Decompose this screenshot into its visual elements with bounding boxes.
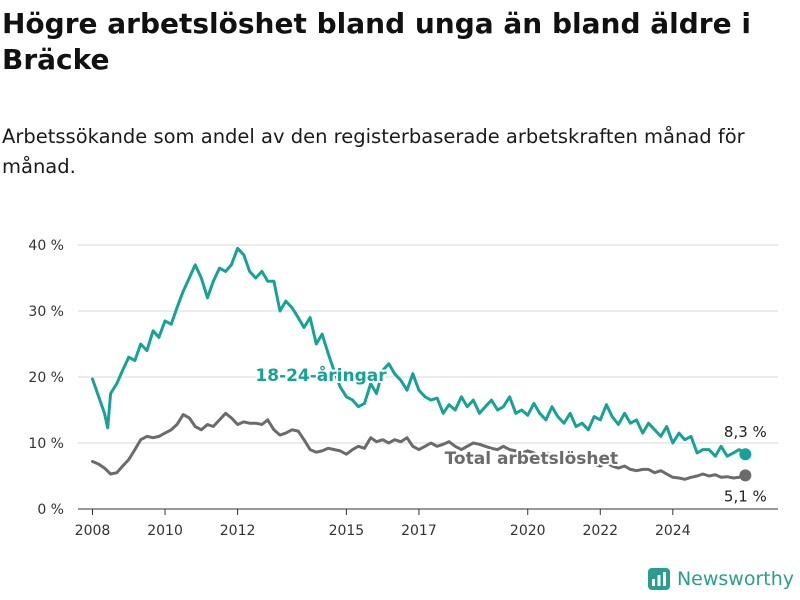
newsworthy-brand: Newsworthy <box>647 568 794 590</box>
chart-title: Högre arbetslöshet bland unga än bland ä… <box>2 7 751 76</box>
x-tick-label: 2008 <box>75 523 111 539</box>
series-lines <box>91 246 752 482</box>
end-label-total: 5,1 % <box>724 487 767 505</box>
y-tick-label: 40 % <box>28 238 64 254</box>
x-tick-label: 2010 <box>147 523 183 539</box>
end-point-18-24 <box>739 448 752 461</box>
series-line-18-24 <box>91 246 747 458</box>
series-line-total <box>91 411 747 481</box>
x-tick-label: 2012 <box>220 523 256 539</box>
x-tick-label: 2024 <box>655 523 691 539</box>
y-tick-label: 0 % <box>37 502 64 518</box>
x-tick-label: 2015 <box>329 523 365 539</box>
series-label-total: Total arbetslöshet <box>445 449 619 469</box>
brand-name: Newsworthy <box>676 568 794 590</box>
y-tick-label: 10 % <box>28 436 64 452</box>
x-tick-label: 2020 <box>510 523 546 539</box>
end-label-18-24: 8,3 % <box>724 423 767 441</box>
y-tick-label: 20 % <box>28 370 64 386</box>
chart-subtitle: Arbetssökande som andel av den registerb… <box>2 125 745 178</box>
x-tick-label: 2022 <box>582 523 618 539</box>
axes: 0 % 10 % 20 % 30 % 40 % 2008 2010 2012 2015 2017 2… <box>28 238 690 539</box>
series-labels: 18-24-åringar Total arbetslöshet 8,3 % 5,1 … <box>253 362 767 505</box>
x-tick-label: 2017 <box>401 523 437 539</box>
gridlines <box>78 244 778 510</box>
end-point-total <box>739 469 752 482</box>
y-tick-label: 30 % <box>28 304 64 320</box>
bar-chart-logo-icon <box>647 568 670 590</box>
series-label-18-24: 18-24-åringar <box>255 364 387 386</box>
